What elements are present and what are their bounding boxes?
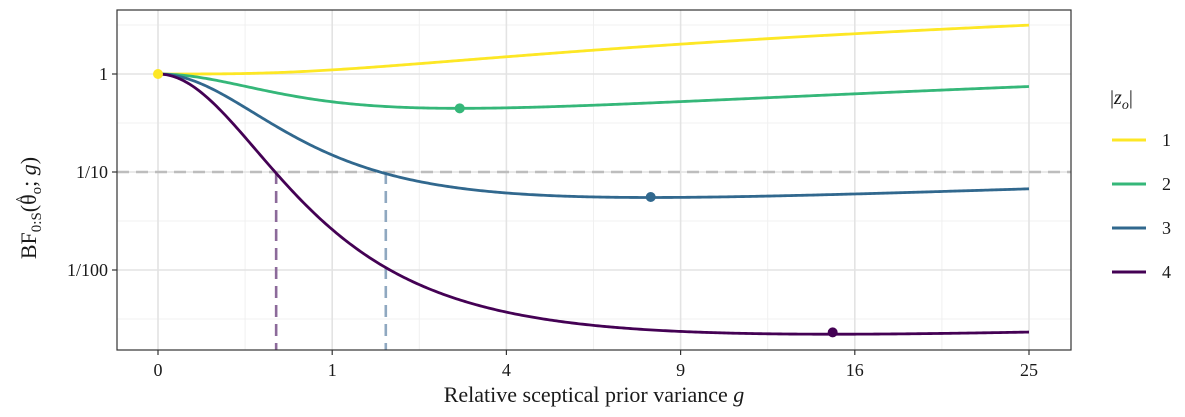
x-tick-label: 0 — [154, 360, 163, 380]
x-axis-title-var: g — [733, 382, 744, 407]
x-tick-label: 4 — [502, 360, 511, 380]
y-axis: 1 1/10 1/100 — [67, 64, 117, 280]
x-tick-label: 16 — [846, 360, 864, 380]
series-line-z4 — [157, 72, 1030, 336]
series-line-z3 — [157, 72, 1030, 199]
svg-text:BF0:S(θ^o; g): BF0:S(θ^o; g) — [12, 157, 45, 259]
legend-label-z4: 4 — [1162, 262, 1171, 282]
y-tick-label: 1 — [99, 64, 108, 84]
series-lines — [157, 23, 1030, 336]
minimum-point-z3 — [645, 191, 656, 202]
legend-label-z2: 2 — [1162, 174, 1171, 194]
minimum-points — [153, 69, 838, 338]
plot-panel-border — [116, 9, 1072, 351]
x-axis-title-text: Relative sceptical prior variance — [444, 382, 734, 407]
minimum-point-z2 — [454, 103, 465, 114]
x-tick-label: 9 — [676, 360, 685, 380]
legend: |zo| 1 2 3 4 — [1110, 87, 1171, 282]
x-axis-title: Relative sceptical prior variance g — [444, 382, 745, 407]
series-line-z1 — [158, 23, 1030, 76]
y-tick-label: 1/100 — [67, 260, 108, 280]
minimum-point-z1 — [153, 69, 163, 79]
threshold-crossing-lines — [274, 172, 388, 350]
x-axis: 0 1 4 9 16 25 — [154, 350, 1038, 380]
y-axis-title: BF0:S(θ^o; g) — [12, 157, 45, 259]
minor-grid — [117, 10, 1071, 350]
legend-label-z1: 1 — [1162, 130, 1171, 150]
minimum-point-z4 — [827, 327, 838, 338]
legend-label-z3: 3 — [1162, 218, 1171, 238]
series-line-z2 — [157, 72, 1030, 110]
y-tick-label: 1/10 — [76, 162, 108, 182]
x-tick-label: 1 — [328, 360, 337, 380]
x-tick-label: 25 — [1020, 360, 1038, 380]
legend-title: |zo| — [1110, 87, 1133, 113]
